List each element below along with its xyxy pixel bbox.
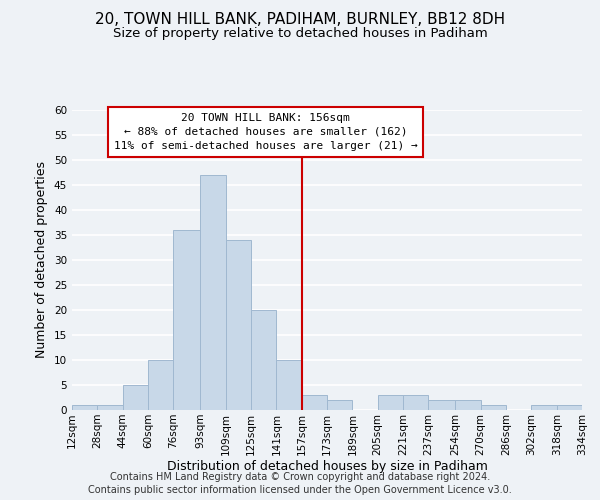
Text: Contains HM Land Registry data © Crown copyright and database right 2024.: Contains HM Land Registry data © Crown c… — [110, 472, 490, 482]
Bar — [148, 360, 173, 410]
Bar — [122, 385, 148, 410]
Bar — [377, 395, 403, 410]
Bar — [226, 240, 251, 410]
Text: 20, TOWN HILL BANK, PADIHAM, BURNLEY, BB12 8DH: 20, TOWN HILL BANK, PADIHAM, BURNLEY, BB… — [95, 12, 505, 28]
Bar — [200, 175, 226, 410]
Bar — [557, 405, 582, 410]
Text: 20 TOWN HILL BANK: 156sqm
← 88% of detached houses are smaller (162)
11% of semi: 20 TOWN HILL BANK: 156sqm ← 88% of detac… — [114, 113, 418, 151]
Bar — [97, 405, 122, 410]
X-axis label: Distribution of detached houses by size in Padiham: Distribution of detached houses by size … — [167, 460, 487, 473]
Bar — [532, 405, 557, 410]
Bar — [428, 400, 455, 410]
Bar — [302, 395, 327, 410]
Bar — [455, 400, 481, 410]
Bar — [72, 405, 97, 410]
Bar — [481, 405, 506, 410]
Bar — [173, 230, 200, 410]
Y-axis label: Number of detached properties: Number of detached properties — [35, 162, 49, 358]
Text: Size of property relative to detached houses in Padiham: Size of property relative to detached ho… — [113, 28, 487, 40]
Bar — [251, 310, 277, 410]
Bar — [403, 395, 428, 410]
Text: Contains public sector information licensed under the Open Government Licence v3: Contains public sector information licen… — [88, 485, 512, 495]
Bar — [277, 360, 302, 410]
Bar — [327, 400, 352, 410]
